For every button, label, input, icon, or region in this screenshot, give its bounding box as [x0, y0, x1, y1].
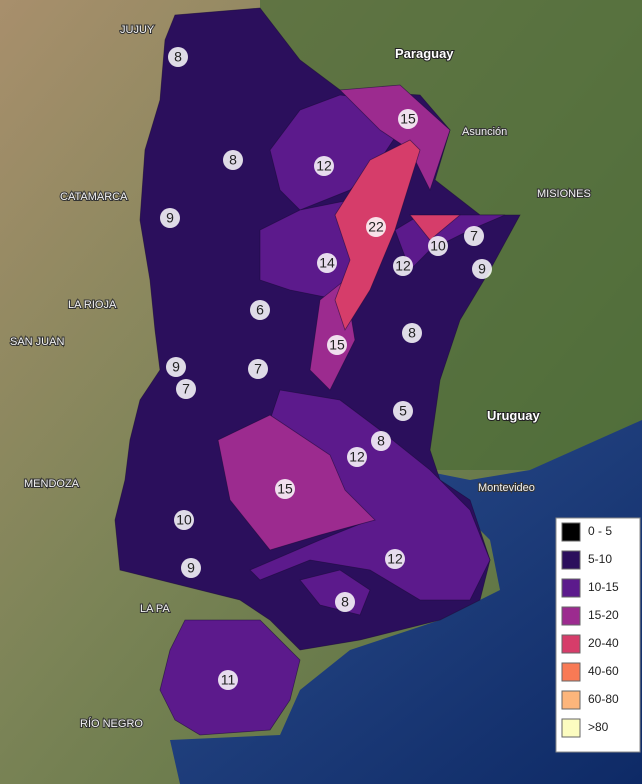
- legend-swatch: [561, 662, 581, 682]
- region-label: 7: [470, 228, 478, 244]
- label-bubble: [472, 259, 492, 279]
- label-bubble: [166, 357, 186, 377]
- legend-label: 15-20: [588, 608, 619, 622]
- legend-label: >80: [588, 720, 609, 734]
- place-label: LA RIOJA: [68, 299, 117, 311]
- label-bubble: [335, 592, 355, 612]
- region-label: 15: [400, 111, 416, 127]
- region-label: 12: [387, 551, 403, 567]
- label-bubble: [398, 109, 418, 129]
- region: [269, 94, 401, 211]
- place-label: JUJUY: [120, 24, 155, 36]
- legend-swatch: [561, 606, 581, 626]
- legend: 0 - 5 5-10 10-15 15-20 20-40 40-60 60-80 >80: [555, 517, 641, 753]
- label-bubble: [314, 156, 334, 176]
- region-label: 7: [182, 381, 190, 397]
- legend-label: 10-15: [588, 580, 619, 594]
- region-label: 12: [349, 449, 365, 465]
- label-bubble: [393, 401, 413, 421]
- region-label: 7: [254, 361, 262, 377]
- region-label: 22: [368, 219, 384, 235]
- label-bubble: [464, 226, 484, 246]
- region-label: 14: [319, 255, 335, 271]
- region-label: 15: [277, 481, 293, 497]
- place-label: RÍO NEGRO: [80, 717, 143, 730]
- label-bubble: [223, 150, 243, 170]
- region-label: 8: [174, 49, 182, 65]
- region-label: 5: [399, 403, 407, 419]
- label-bubble: [428, 236, 448, 256]
- legend-label: 5-10: [588, 552, 612, 566]
- label-bubble: [371, 431, 391, 451]
- label-bubble: [168, 47, 188, 67]
- region-label: 9: [478, 261, 486, 277]
- legend-swatch: [561, 634, 581, 654]
- place-label: CATAMARCA: [60, 191, 128, 203]
- legend-label: 60-80: [588, 692, 619, 706]
- region-label: 8: [229, 152, 237, 168]
- region-label: 6: [256, 302, 264, 318]
- label-bubble: [174, 510, 194, 530]
- ocean: [170, 420, 642, 784]
- place-label: Uruguay: [487, 408, 541, 423]
- region-label: 8: [408, 325, 416, 341]
- label-bubble: [317, 253, 337, 273]
- legend-swatch: [561, 578, 581, 598]
- region-label: 12: [316, 158, 332, 174]
- legend-label: 20-40: [588, 636, 619, 650]
- place-label: LA PA: [140, 603, 170, 615]
- region-label: 11: [221, 672, 236, 688]
- label-bubble: [347, 447, 367, 467]
- place-label: SAN JUAN: [10, 336, 64, 348]
- legend-swatch: [561, 550, 581, 570]
- label-bubble: [218, 670, 238, 690]
- label-bubble: [176, 379, 196, 399]
- region-label: 8: [341, 594, 349, 610]
- legend-swatch: [561, 690, 581, 710]
- region-label: 10: [430, 238, 446, 254]
- region: [217, 414, 376, 551]
- region-label: 9: [166, 210, 174, 226]
- label-bubble: [385, 549, 405, 569]
- legend-label: 40-60: [588, 664, 619, 678]
- place-label: MISIONES: [537, 188, 591, 200]
- place-labels: JUJUY Paraguay Asunción CATAMARCA LA RIOJA SA…: [9, 23, 592, 731]
- region-label: 8: [377, 433, 385, 449]
- region-label: 10: [176, 512, 192, 528]
- label-bubble: [250, 300, 270, 320]
- label-bubble: [402, 323, 422, 343]
- region: [339, 84, 451, 192]
- label-bubble: [181, 558, 201, 578]
- place-label: MENDOZA: [24, 478, 80, 490]
- legend-swatch: [561, 522, 581, 542]
- place-label: Montevideo: [478, 482, 535, 494]
- legend-swatch: [561, 718, 581, 738]
- label-bubble: [160, 208, 180, 228]
- label-bubble: [393, 256, 413, 276]
- place-label: Paraguay: [395, 46, 454, 61]
- region: [409, 214, 462, 241]
- legend-label: 0 - 5: [588, 524, 612, 538]
- region-label: 12: [395, 258, 411, 274]
- label-bubble: [275, 479, 295, 499]
- region-label: 9: [187, 560, 195, 576]
- region-label: 15: [329, 337, 345, 353]
- label-bubble: [327, 335, 347, 355]
- label-bubble: [248, 359, 268, 379]
- place-label: Asunción: [462, 126, 507, 138]
- label-bubble: [366, 217, 386, 237]
- region-label: 9: [172, 359, 180, 375]
